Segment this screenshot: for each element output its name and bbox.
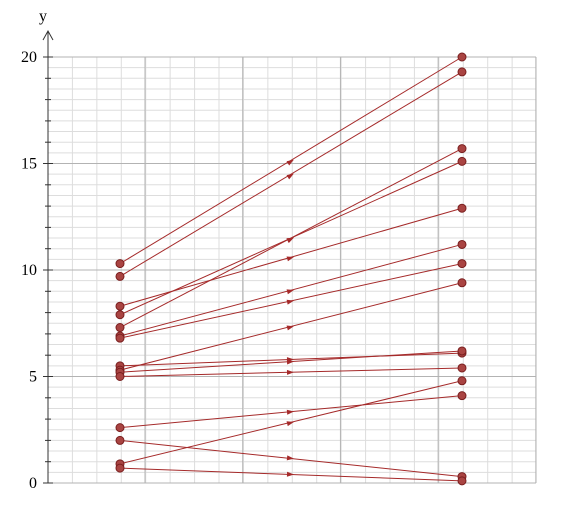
data-point — [457, 259, 467, 269]
y-tick-label: 20 — [21, 49, 37, 66]
data-point — [115, 423, 125, 433]
data-point — [115, 310, 125, 320]
data-point — [457, 144, 467, 154]
series-arrow-icon — [286, 359, 294, 365]
series-lines — [119, 56, 463, 482]
series-arrow-icon — [286, 173, 294, 180]
data-point — [115, 435, 125, 445]
data-point — [115, 323, 125, 333]
data-point — [457, 67, 467, 77]
series-arrow-icon — [286, 369, 294, 375]
data-point — [457, 278, 467, 288]
data-point — [115, 271, 125, 281]
data-point — [457, 52, 467, 62]
data-point — [457, 203, 467, 213]
axes: y — [39, 8, 54, 483]
y-tick-label: 10 — [21, 262, 37, 279]
data-point — [115, 259, 125, 269]
data-point — [457, 476, 467, 486]
data-point — [457, 239, 467, 249]
y-tick-label: 0 — [29, 475, 37, 492]
series-arrow-icon — [286, 421, 294, 427]
data-point — [115, 372, 125, 381]
data-point — [457, 346, 467, 356]
series-arrow-icon — [286, 455, 294, 461]
data-point — [115, 333, 125, 343]
series-arrow-icon — [286, 237, 294, 244]
y-tick-label: 15 — [21, 156, 37, 173]
series-points — [115, 52, 467, 486]
y-tick-label: 5 — [29, 369, 37, 386]
series-arrow-icon — [286, 299, 294, 305]
series-arrow-icon — [286, 159, 294, 166]
series-arrow-icon — [286, 471, 294, 477]
data-point — [115, 463, 125, 473]
series-line — [119, 56, 463, 265]
y-tick-marks — [43, 56, 53, 484]
data-point — [457, 363, 467, 373]
y-tick-labels: 0 5 10 15 20 — [21, 49, 37, 492]
y-axis-label: y — [39, 8, 47, 25]
series-arrow-icon — [286, 409, 294, 415]
data-point — [115, 301, 125, 311]
series-line — [119, 71, 463, 277]
data-point — [457, 391, 467, 401]
series-arrow-icon — [286, 256, 294, 262]
major-grid — [48, 56, 537, 484]
y-axis-arrow-icon — [42, 29, 54, 41]
data-point — [457, 156, 467, 166]
series-arrow-icon — [286, 289, 294, 295]
data-point — [457, 376, 467, 386]
series-arrow-icon — [286, 325, 294, 331]
